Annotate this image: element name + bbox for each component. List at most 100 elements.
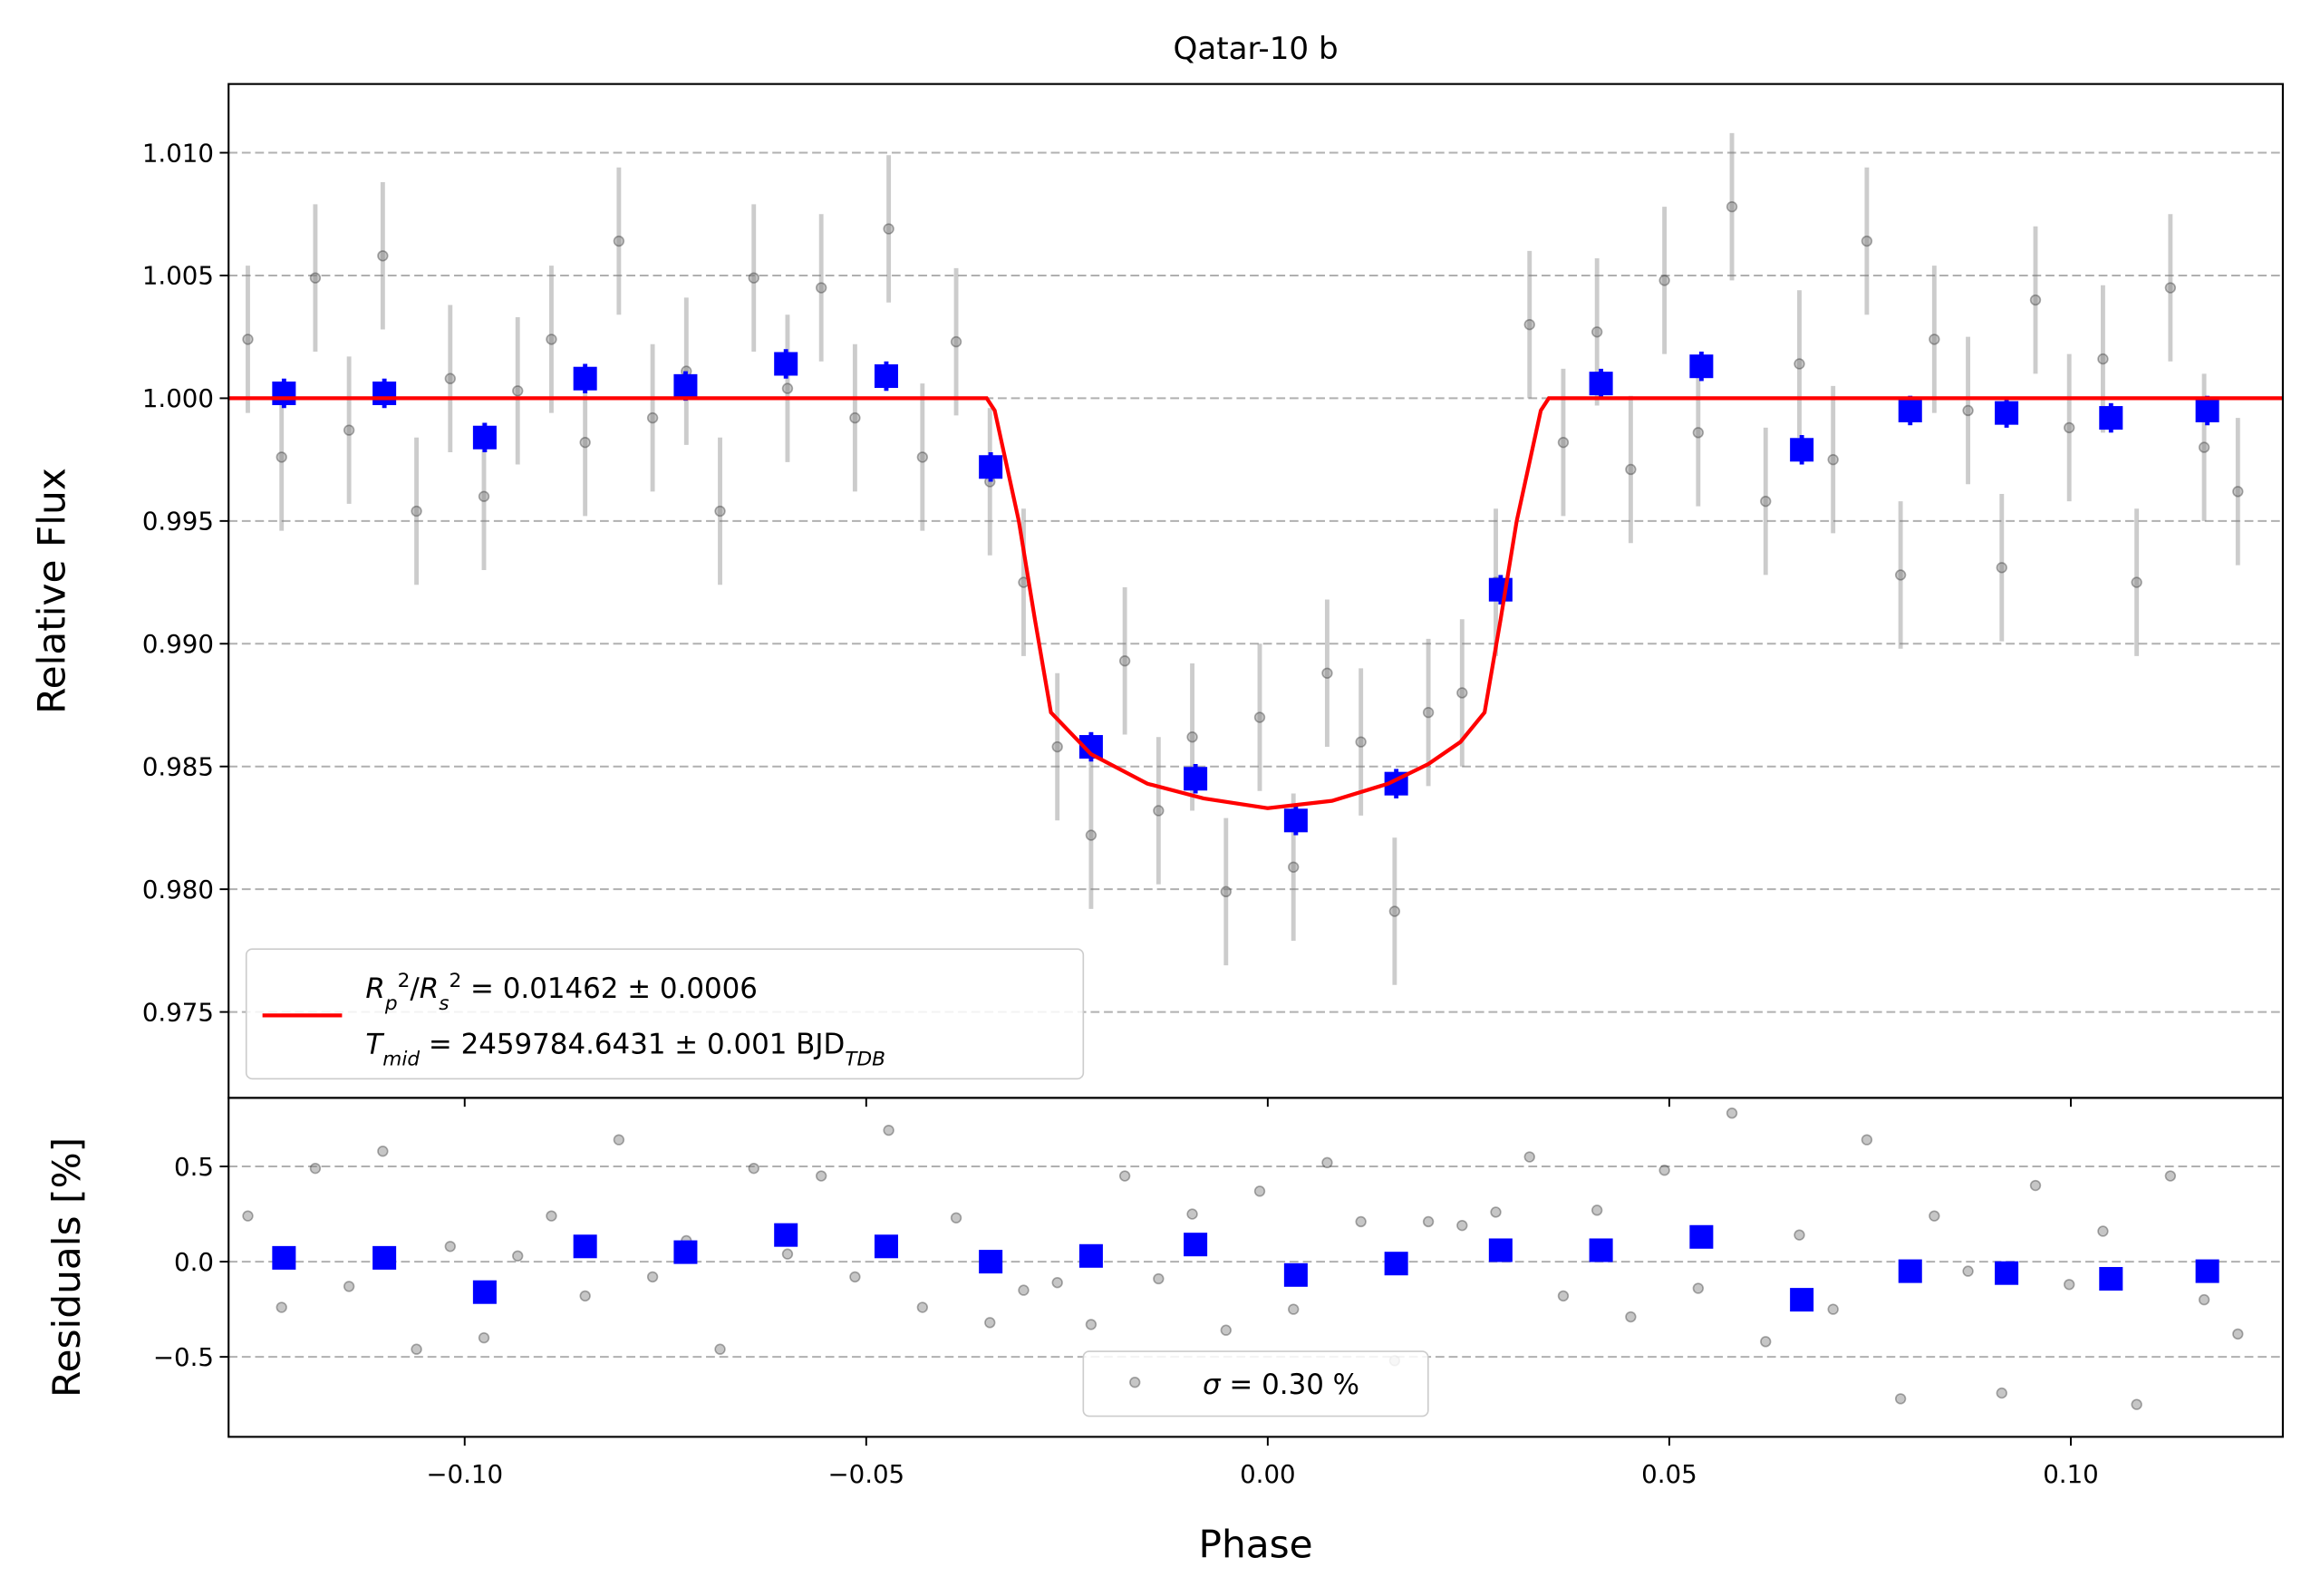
plot-area [228, 132, 2283, 985]
data-point [343, 424, 355, 436]
data-point [950, 1212, 962, 1224]
y-tick-label: 0.995 [142, 507, 214, 537]
data-point [411, 1343, 422, 1355]
data-point [1591, 1204, 1603, 1216]
data-point [1186, 1208, 1198, 1220]
data-point [2164, 1170, 2177, 1182]
binned-point [372, 381, 397, 405]
data-point [1557, 1290, 1570, 1302]
data-point [849, 1271, 861, 1283]
data-point [1051, 1277, 1063, 1289]
binned-point [1898, 398, 1922, 422]
y-tick-label: 0.985 [142, 751, 214, 781]
legend-text: p [384, 991, 398, 1014]
data-point [748, 1162, 759, 1175]
data-point [2198, 1293, 2210, 1306]
data-point [444, 372, 456, 384]
x-tick-label: 0.05 [1641, 1459, 1697, 1489]
data-point [1288, 861, 1300, 873]
legend-text: = 2459784.6431 ± 0.001 BJD [420, 1029, 845, 1061]
data-point [1692, 1282, 1705, 1294]
data-point [816, 282, 827, 294]
data-point [748, 272, 759, 284]
data-point [1827, 453, 1839, 466]
data-point [1456, 1219, 1468, 1232]
data-point [646, 1271, 659, 1283]
data-point [1355, 1215, 1367, 1228]
data-point [1355, 736, 1367, 748]
data-point [1456, 687, 1468, 699]
data-point [613, 235, 625, 247]
binned-point [1078, 1243, 1103, 1268]
legend-text: mid [382, 1048, 420, 1070]
data-point [1861, 1134, 1873, 1146]
data-point [309, 1162, 322, 1175]
binned-point [1689, 1224, 1714, 1249]
legend-text: / [410, 972, 420, 1005]
data-point [2164, 282, 2177, 294]
y-tick-label: −0.5 [153, 1342, 214, 1372]
data-point [1422, 1215, 1435, 1228]
binned-point [774, 1223, 798, 1247]
binned-point [1488, 1238, 1513, 1262]
data-point [2064, 1279, 2075, 1291]
y-tick-label: 0.0 [174, 1247, 214, 1277]
data-point [1018, 1284, 1030, 1296]
data-point [1051, 740, 1063, 753]
data-point [478, 490, 490, 502]
y-tick-label: 0.980 [142, 875, 214, 904]
legend-text: 2 [398, 969, 411, 991]
binned-point [1589, 372, 1613, 396]
data-point [950, 335, 962, 348]
data-point [512, 1250, 524, 1262]
data-point [1422, 706, 1435, 719]
binned-point [874, 1234, 898, 1259]
binned-point [673, 1240, 698, 1264]
data-point [1253, 711, 1266, 723]
data-point [1288, 1303, 1300, 1315]
y-tick-label: 0.975 [142, 997, 214, 1027]
y-axis-label: Relative Flux [30, 468, 74, 714]
data-point [714, 1343, 726, 1355]
data-point [1962, 404, 1974, 417]
binned-point [874, 364, 898, 389]
data-point [1220, 885, 1232, 898]
data-point [1658, 1165, 1670, 1176]
data-point [1220, 1324, 1232, 1336]
legend-text: = 0.01462 ± 0.0006 [461, 972, 758, 1005]
binned-point [1589, 1238, 1613, 1262]
y-tick-label: 1.005 [142, 261, 214, 291]
data-point [849, 411, 861, 424]
binned-point [1184, 767, 1208, 791]
data-point [883, 223, 894, 235]
data-point [1388, 905, 1401, 917]
data-point [276, 1301, 287, 1313]
legend-text: R [365, 972, 384, 1005]
legend-text: 2 [449, 969, 461, 991]
legend-text: R [420, 972, 439, 1005]
y-axis-label: Residuals [%] [44, 1137, 89, 1398]
binned-point [673, 373, 698, 398]
data-point [984, 1317, 996, 1329]
data-point [781, 1248, 794, 1260]
binned-point [2099, 1266, 2123, 1291]
data-point [411, 505, 422, 517]
data-point [1490, 1206, 1502, 1218]
binned-point [573, 366, 597, 391]
data-point [579, 1290, 591, 1302]
axes-frame [227, 1097, 2284, 1438]
binned-point [1689, 354, 1714, 379]
model-line [228, 396, 2283, 810]
data-point [1794, 358, 1805, 370]
data-point [2097, 1225, 2109, 1237]
chart-title: Qatar-10 b [1173, 31, 1338, 67]
legend-text: T [365, 1029, 384, 1061]
binned-point [979, 1250, 1003, 1274]
data-point [1861, 235, 1873, 247]
data-point [1996, 562, 2007, 574]
data-point [1625, 1311, 1637, 1323]
legend-text: = 0.30 % [1221, 1369, 1359, 1401]
binned-point [272, 381, 296, 405]
